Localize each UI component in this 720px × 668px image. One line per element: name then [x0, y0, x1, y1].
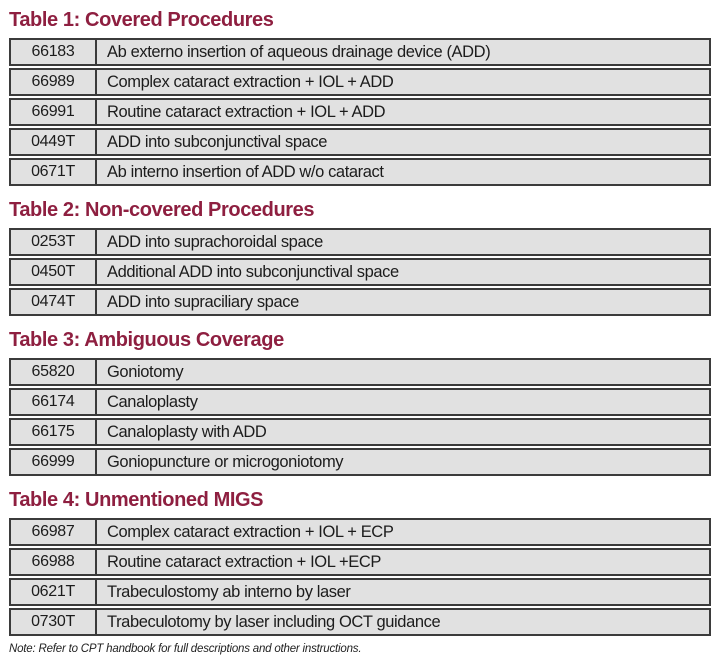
code-cell: 0450T	[11, 260, 97, 284]
code-cell: 66987	[11, 520, 97, 544]
code-cell: 0449T	[11, 130, 97, 154]
code-cell: 0253T	[11, 230, 97, 254]
table-1-title: Table 1: Covered Procedures	[9, 9, 274, 31]
description-cell: Trabeculotomy by laser including OCT gui…	[107, 612, 441, 631]
table-unmentioned-migs: 66987 Complex cataract extraction + IOL +…	[9, 518, 711, 636]
description-cell: ADD into supraciliary space	[107, 292, 299, 311]
code-cell: 66989	[11, 70, 97, 94]
table-3-title: Table 3: Ambiguous Coverage	[9, 329, 284, 351]
description-cell: Ab externo insertion of aqueous drainage…	[107, 42, 491, 61]
description-cell: Additional ADD into subconjunctival spac…	[107, 262, 399, 281]
table-row: 0450T Additional ADD into subconjunctival…	[9, 258, 711, 286]
code-cell: 66991	[11, 100, 97, 124]
footnote: Note: Refer to CPT handbook for full des…	[9, 643, 362, 655]
code-cell: 0474T	[11, 290, 97, 314]
code-cell: 0621T	[11, 580, 97, 604]
table-row: 0474T ADD into supraciliary space	[9, 288, 711, 316]
description-cell: Routine cataract extraction + IOL +ECP	[107, 552, 382, 571]
code-cell: 66988	[11, 550, 97, 574]
section-covered-procedures: Table 1: Covered Procedures 66183 Ab exte…	[9, 8, 711, 186]
section-ambiguous-coverage: Table 3: Ambiguous Coverage 65820 Gonioto…	[9, 328, 711, 476]
table-row: 66988 Routine cataract extraction + IOL +…	[9, 548, 711, 576]
table-non-covered-procedures: 0253T ADD into suprachoroidal space 0450T A…	[9, 228, 711, 316]
code-cell: 66183	[11, 40, 97, 64]
table-row: 0730T Trabeculotomy by laser including OC…	[9, 608, 711, 636]
table-row: 66987 Complex cataract extraction + IOL +…	[9, 518, 711, 546]
description-cell: Trabeculostomy ab interno by laser	[107, 582, 351, 601]
description-cell: Canaloplasty with ADD	[107, 422, 267, 441]
section-non-covered-procedures: Table 2: Non-covered Procedures 0253T ADD…	[9, 198, 711, 316]
section-unmentioned-migs: Table 4: Unmentioned MIGS 66987 Complex c…	[9, 488, 711, 636]
table-row: 66183 Ab externo insertion of aqueous dra…	[9, 38, 711, 66]
description-cell: Complex cataract extraction + IOL + ADD	[107, 72, 394, 91]
table-ambiguous-coverage: 65820 Goniotomy 66174 Canaloplasty 66175 Cana…	[9, 358, 711, 476]
table-row: 65820 Goniotomy	[9, 358, 711, 386]
description-cell: ADD into subconjunctival space	[107, 132, 328, 151]
table-row: 66989 Complex cataract extraction + IOL +…	[9, 68, 711, 96]
code-cell: 65820	[11, 360, 97, 384]
table-row: 66991 Routine cataract extraction + IOL +…	[9, 98, 711, 126]
table-row: 0253T ADD into suprachoroidal space	[9, 228, 711, 256]
description-cell: Goniopuncture or microgoniotomy	[107, 452, 344, 471]
table-row: 0671T Ab interno insertion of ADD w/o cat…	[9, 158, 711, 186]
code-cell: 0671T	[11, 160, 97, 184]
description-cell: Ab interno insertion of ADD w/o cataract	[107, 162, 384, 181]
description-cell: Routine cataract extraction + IOL + ADD	[107, 102, 386, 121]
table-covered-procedures: 66183 Ab externo insertion of aqueous dra…	[9, 38, 711, 186]
description-cell: Canaloplasty	[107, 392, 198, 411]
code-cell: 66175	[11, 420, 97, 444]
table-row: 66175 Canaloplasty with ADD	[9, 418, 711, 446]
table-4-title: Table 4: Unmentioned MIGS	[9, 489, 264, 511]
table-row: 66174 Canaloplasty	[9, 388, 711, 416]
code-cell: 66999	[11, 450, 97, 474]
table-row: 0449T ADD into subconjunctival space	[9, 128, 711, 156]
code-cell: 0730T	[11, 610, 97, 634]
code-cell: 66174	[11, 390, 97, 414]
description-cell: Complex cataract extraction + IOL + ECP	[107, 522, 394, 541]
table-row: 66999 Goniopuncture or microgoniotomy	[9, 448, 711, 476]
table-row: 0621T Trabeculostomy ab interno by laser	[9, 578, 711, 606]
table-2-title: Table 2: Non-covered Procedures	[9, 199, 315, 221]
description-cell: Goniotomy	[107, 362, 184, 381]
description-cell: ADD into suprachoroidal space	[107, 232, 323, 251]
